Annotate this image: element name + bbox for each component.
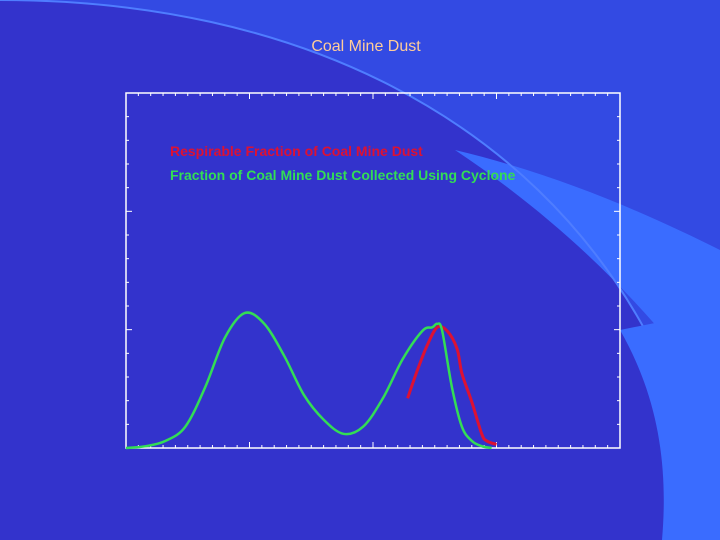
series-line-cyclone: [125, 311, 492, 450]
slide-title: Coal Mine Dust: [311, 38, 421, 55]
accent-swoosh-lower: [620, 310, 720, 540]
series-line-respirable: [406, 324, 497, 446]
plot-frame: [125, 92, 621, 449]
accent-swoosh-inner: [455, 150, 720, 540]
series-lines: [125, 311, 497, 450]
legend-entry-cyclone: Fraction of Coal Mine Dust Collected Usi…: [170, 167, 516, 183]
legend-entry-respirable: Respirable Fraction of Coal Mine Dust: [170, 143, 423, 159]
